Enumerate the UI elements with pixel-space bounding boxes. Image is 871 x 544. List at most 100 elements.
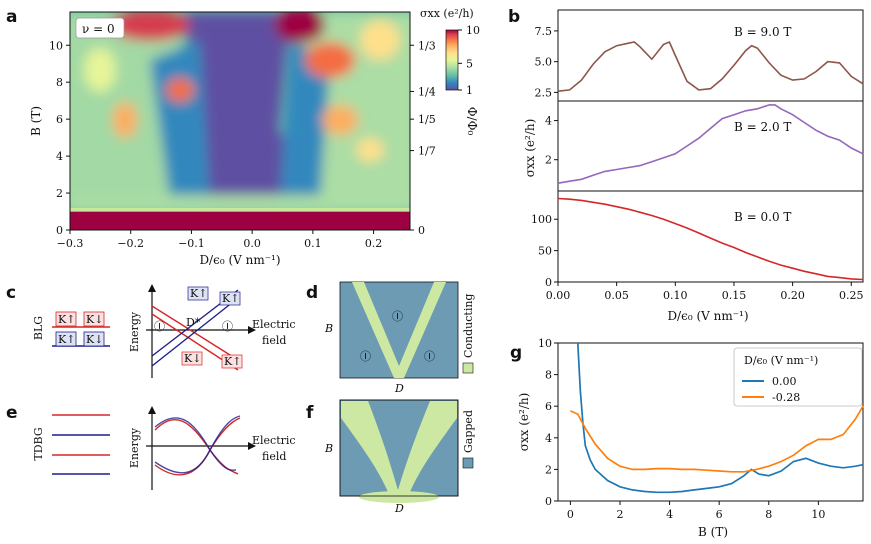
subplot-ytick-label: 4 <box>545 115 552 128</box>
c-field-2: field <box>262 334 286 347</box>
panel-b-xlabel: D/ϵ₀ (V nm⁻¹) <box>667 309 748 323</box>
panel-g-xtick-label: 0 <box>567 508 574 521</box>
d-legend-swatch <box>462 362 474 374</box>
panel-g-ylabel: σxx (e²/h) <box>517 393 531 452</box>
heatmap-right-label: Φ/Φ₀ <box>465 107 479 136</box>
panel-g-frame <box>557 342 864 502</box>
subplot-ytick-label: 7.5 <box>535 25 553 38</box>
f-legend-label: Gapped <box>462 410 475 453</box>
f-ylabel: B <box>324 442 333 455</box>
c-band-bottom-0: K↑ <box>58 333 75 346</box>
heatmap-frame <box>69 11 411 231</box>
panel-letter-e: e <box>6 403 18 423</box>
heatmap-right-tick-label: 1/3 <box>418 39 436 52</box>
d-region-II-right: Ⓘ <box>424 350 435 363</box>
panel-letter-g: g <box>510 343 522 363</box>
panel-letter-b: b <box>508 7 520 27</box>
panel-letter-c: c <box>6 283 16 303</box>
heatmap-ytick-label: 10 <box>49 39 63 52</box>
colorbar-label: σxx (e²/h) <box>420 7 474 20</box>
panel-g-ytick-label: 10 <box>538 337 552 350</box>
subplot-frame <box>557 100 864 192</box>
series-line-1 <box>557 104 864 184</box>
subplot-label-1: B = 2.0 T <box>734 120 791 134</box>
panel-g-xtick-label: 4 <box>666 508 673 521</box>
heatmap-ytick-label: 0 <box>56 224 63 237</box>
panel-g-series-0 <box>576 342 864 494</box>
c-band-top-0: K↑ <box>58 313 75 326</box>
line-panel-b: 2.5 5.0 7.5 B = 9.0 T 2 4 B = 2.0 T 0 50 100 B = 0… <box>531 9 864 302</box>
panel-letter-a: a <box>6 7 17 27</box>
e-energy-label: Energy <box>128 427 141 468</box>
panel-letter-f: f <box>306 403 314 423</box>
panel-g-ytick-label: 0 <box>545 495 552 508</box>
f-legend-swatch <box>462 457 474 469</box>
legend-series-0: 0.00 <box>772 375 797 388</box>
subplot-ytick-label: 50 <box>538 245 552 258</box>
line-panel-g: 0 2 4 6 8 10 0 2 4 6 8 10 <box>538 337 864 521</box>
panel-b-ylabel: σxx (e²/h) <box>523 119 537 178</box>
panel-g-xtick-label: 2 <box>616 508 623 521</box>
d-ylabel: B <box>324 322 333 335</box>
c-line-label-1: K↑ <box>222 292 239 305</box>
heatmap-xtick-label: 0.0 <box>243 237 261 250</box>
subplot-ytick-label: 100 <box>531 213 552 226</box>
series-line-2 <box>557 197 864 281</box>
c-region-2: Ⓘ <box>222 320 233 333</box>
heatmap-ytick-label: 8 <box>56 76 63 89</box>
panel-g-xtick-label: 8 <box>765 508 772 521</box>
panel-letter-d: d <box>306 283 318 303</box>
colorbar-tick-label: 5 <box>466 57 473 70</box>
d-xlabel: D <box>394 382 404 395</box>
c-line-label-2: K↓ <box>184 352 201 365</box>
c-line-label-0: K↑ <box>190 287 207 300</box>
panel-g-xtick-label: 10 <box>811 508 825 521</box>
c-point-label: D* <box>186 316 201 329</box>
c-energy-label: Energy <box>128 311 141 352</box>
panel-g-legend: D/ϵ₀ (V nm⁻¹) 0.00 -0.28 <box>733 347 863 407</box>
panel-b-xtick-label: 0.25 <box>839 289 864 302</box>
f-xlabel: D <box>394 502 404 515</box>
heatmap-ytick-label: 2 <box>56 187 63 200</box>
subplot-frame <box>557 190 864 283</box>
colorbar-tick-label: 10 <box>466 24 480 37</box>
e-field-2: field <box>262 450 286 463</box>
colorbar-tick-label: 1 <box>466 84 473 97</box>
nu-label-box <box>75 17 125 39</box>
panel-b-xtick-label: 0.15 <box>722 289 747 302</box>
d-region-II-left: Ⓘ <box>360 350 371 363</box>
heatmap-right-tick-label: 1/4 <box>418 85 436 98</box>
schematic-e: TDBG Energy Electric field <box>32 406 296 490</box>
heatmap-right-tick-label: 1/5 <box>418 113 436 126</box>
schematic-c: BLG K↑ K↓ K↑ K↓ Energy Electric field D*… <box>32 284 296 378</box>
tdbg-label: TDBG <box>32 427 45 460</box>
panel-g-ytick-label: 4 <box>545 432 552 445</box>
heatmap-xtick-label: 0.2 <box>365 237 383 250</box>
panel-g-ytick-label: 2 <box>545 463 552 476</box>
c-region-1: Ⓘ <box>154 320 165 333</box>
panel-g-ytick-label: 6 <box>545 400 552 413</box>
c-field-1: Electric <box>252 318 296 331</box>
c-line-label-3: K↑ <box>224 355 241 368</box>
nu-label: ν = 0 <box>82 22 115 36</box>
heatmap-right-tick-label: 1/7 <box>418 145 436 158</box>
subplot-ytick-label: 5.0 <box>535 56 553 69</box>
colorbar-ticks: 10 5 1 <box>458 24 480 97</box>
heatmap-xtick-label: −0.3 <box>57 237 84 250</box>
series-line-0 <box>557 40 864 92</box>
e-field-1: Electric <box>252 434 296 447</box>
subplot-label-2: B = 0.0 T <box>734 210 791 224</box>
heatmap-right-tick-label: 0 <box>418 224 425 237</box>
d-legend-label: Conducting <box>462 294 475 358</box>
subplot-ytick-label: 2 <box>545 154 552 167</box>
heatmap-axes: −0.3 −0.2 −0.1 0.0 0.1 0.2 0 2 4 6 8 10 1/3 1/4 1/5 1/7… <box>49 39 436 250</box>
legend-title: D/ϵ₀ (V nm⁻¹) <box>744 354 818 367</box>
colorbar <box>445 29 459 91</box>
panel-b-xtick-label: 0.00 <box>546 289 571 302</box>
subplot-ytick-label: 0 <box>545 276 552 289</box>
panel-g-ytick-label: 8 <box>545 369 552 382</box>
panel-b-xtick-label: 0.20 <box>780 289 805 302</box>
c-band-bottom-1: K↓ <box>86 333 103 346</box>
